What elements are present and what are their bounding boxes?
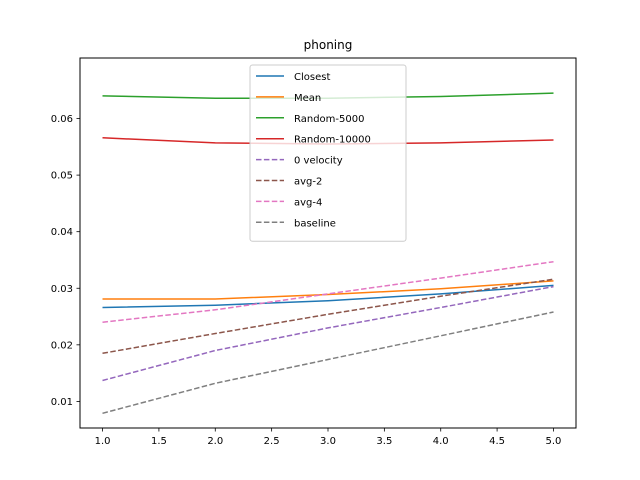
y-tick-label: 0.05 [51,171,73,182]
legend-label-0-velocity: 0 velocity [294,156,343,167]
legend-box [249,64,407,242]
y-tick-label: 0.04 [51,227,73,238]
y-tick-label: 0.06 [51,114,73,125]
series-line-0-velocity [102,285,554,382]
x-tick-label: 4.5 [489,436,505,447]
x-tick-label: 1.5 [151,436,167,447]
x-tick-label: 3.0 [320,436,336,447]
y-tick-label: 0.01 [51,397,73,408]
legend-label-avg-4: avg-4 [294,197,322,208]
x-tick-label: 1.0 [95,436,111,447]
x-tick-label: 2.0 [207,436,223,447]
series-line-avg-2 [102,278,554,355]
legend-label-baseline: baseline [294,218,336,229]
series-line-mean [102,280,554,300]
legend-label-avg-2: avg-2 [294,177,322,188]
legend: Closest Mean Random-5000 Random-10000 0 velo… [249,64,407,242]
x-tick-label: 2.5 [264,436,280,447]
legend-label-closest: Closest [294,72,330,83]
legend-label-random-5000: Random-5000 [294,114,364,125]
x-tick-label: 4.0 [433,436,449,447]
chart-title: phoning [304,38,353,52]
legend-label-random-10000: Random-10000 [294,135,371,146]
series-line-baseline [102,311,554,415]
series-line-avg-4 [102,260,554,323]
x-tick-label: 5.0 [546,436,562,447]
y-tick-label: 0.02 [51,340,73,351]
axes: 1.0 1.5 2.0 2.5 3.0 3.5 4.0 4.5 5.0 0.01 0.02 0.03 0… [51,114,562,447]
y-tick-label: 0.03 [51,284,73,295]
x-tick-label: 3.5 [376,436,392,447]
legend-label-mean: Mean [294,93,321,104]
